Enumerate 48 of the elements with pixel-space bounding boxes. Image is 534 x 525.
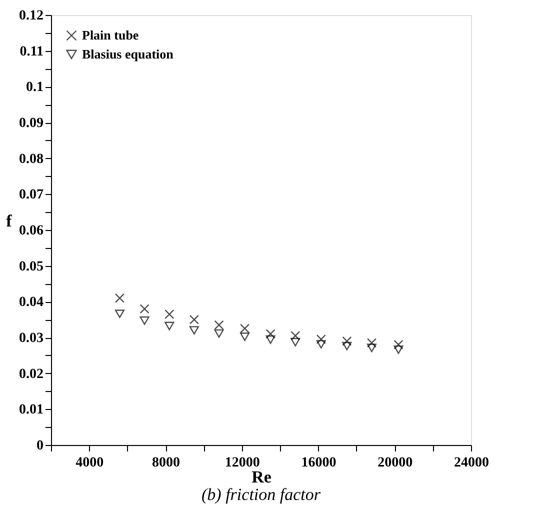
point <box>214 320 224 330</box>
point <box>114 293 125 303</box>
point <box>394 340 404 350</box>
y-tick-label: 0.12 <box>19 8 44 24</box>
x-tick-label: 20000 <box>378 456 413 470</box>
point <box>189 314 199 324</box>
y-tick-label: 0.06 <box>19 224 44 238</box>
x-tick-label: 12000 <box>224 456 260 470</box>
x-tick-label: 4000 <box>76 456 104 470</box>
point <box>114 310 125 318</box>
y-axis-title: f <box>6 212 12 230</box>
point <box>164 309 174 319</box>
point <box>214 329 224 338</box>
point <box>140 316 150 325</box>
x-tick-label: 24000 <box>454 456 489 470</box>
point <box>366 344 377 352</box>
y-tick-label: 0 <box>36 438 44 454</box>
point <box>366 338 377 348</box>
x-axis-title: Re <box>252 468 272 486</box>
x-tick-label: 16000 <box>301 456 336 470</box>
point <box>316 334 326 344</box>
x-tick-label: 8000 <box>152 456 180 470</box>
point <box>240 324 250 334</box>
legend-label: Plain tube <box>82 28 139 42</box>
point <box>140 304 150 314</box>
point <box>266 335 276 344</box>
y-tick-label: 0.01 <box>19 402 44 418</box>
point <box>290 338 300 346</box>
y-tick-label: 0.07 <box>19 188 44 203</box>
text: (b) friction factor <box>202 485 321 504</box>
y-tick-label: 0.02 <box>19 366 44 382</box>
point <box>240 332 250 342</box>
y-tick-label: 0.03 <box>19 331 44 346</box>
y-tick-label: 0.1 <box>26 80 44 96</box>
point <box>290 330 300 340</box>
y-tick-label: 0.09 <box>19 116 44 131</box>
y-tick-label: 0.05 <box>19 259 44 274</box>
y-tick-label: 0.11 <box>20 44 44 60</box>
y-tick-label: 0.08 <box>19 152 44 167</box>
point <box>189 326 199 335</box>
point <box>342 342 352 350</box>
point <box>316 340 326 349</box>
point <box>164 322 174 330</box>
y-tick-label: 0.04 <box>19 295 44 310</box>
point <box>342 336 352 346</box>
legend-label: Blasius equation <box>82 46 174 62</box>
point <box>266 329 276 339</box>
point <box>394 345 404 354</box>
